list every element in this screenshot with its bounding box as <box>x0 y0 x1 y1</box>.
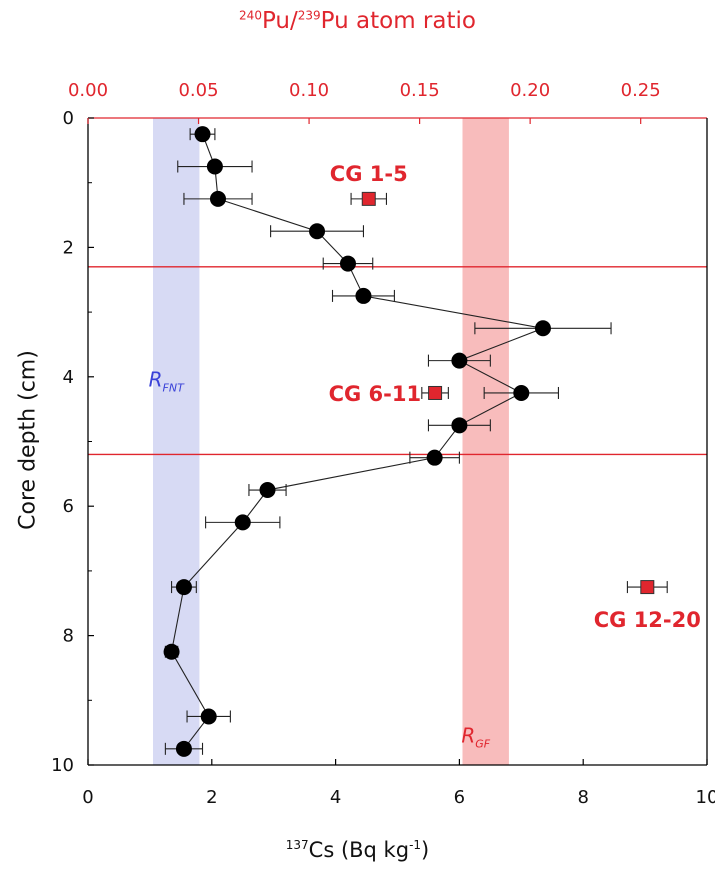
top-tick-label: 0.25 <box>621 80 661 101</box>
top-axis-title: 240Pu/239Pu atom ratio <box>239 8 476 34</box>
pu-data-point <box>640 580 655 595</box>
top-tick-label: 0.20 <box>510 80 550 101</box>
cs-data-point <box>200 708 217 725</box>
x-tick-label: 4 <box>330 787 341 808</box>
band-label-fnt: RFNT <box>149 368 185 395</box>
top-tick-label: 0.15 <box>400 80 440 101</box>
cs-data-point <box>426 449 443 466</box>
pu-point-label: CG 1-5 <box>330 162 408 186</box>
top-tick-label: 0.05 <box>178 80 218 101</box>
x-tick-label: 6 <box>454 787 465 808</box>
cs-data-point <box>175 579 192 596</box>
pu-point-label: CG 12-20 <box>594 608 701 632</box>
cs-data-point <box>194 126 211 143</box>
cs-data-point <box>209 190 226 207</box>
top-tick-label: 0.10 <box>289 80 329 101</box>
x-tick-label: 2 <box>206 787 217 808</box>
pu-data-point <box>428 385 443 400</box>
y-tick-label: 10 <box>51 755 74 776</box>
pu-data-point <box>361 191 376 206</box>
y-tick-label: 6 <box>63 496 74 517</box>
y-tick-label: 4 <box>63 367 74 388</box>
y-tick-label: 8 <box>63 626 74 647</box>
cs-data-point <box>451 352 468 369</box>
reference-band-gf <box>462 118 509 765</box>
cs-data-point <box>534 320 551 337</box>
cs-data-point <box>355 287 372 304</box>
reference-band-fnt <box>152 118 200 765</box>
y-tick-label: 0 <box>63 108 74 129</box>
x-tick-label: 8 <box>577 787 588 808</box>
cs-data-point <box>234 514 251 531</box>
cs-data-point <box>163 643 180 660</box>
x-tick-label: 0 <box>82 787 93 808</box>
cs-data-point <box>451 417 468 434</box>
cs-data-point <box>309 223 326 240</box>
cs-data-point <box>339 255 356 272</box>
pu-point-label: CG 6-11 <box>329 382 422 406</box>
x-tick-label: 10 <box>696 787 715 808</box>
cs-data-point <box>175 740 192 757</box>
y-tick-label: 2 <box>63 237 74 258</box>
cs-data-point <box>206 158 223 175</box>
cs-data-point <box>513 384 530 401</box>
y-axis-title: Core depth (cm) <box>15 350 41 530</box>
cs-data-point <box>259 482 276 499</box>
bottom-axis-title: 137Cs (Bq kg-1) <box>285 838 430 862</box>
band-label-gf: RGF <box>461 723 490 750</box>
top-tick-label: 0.00 <box>68 80 108 101</box>
